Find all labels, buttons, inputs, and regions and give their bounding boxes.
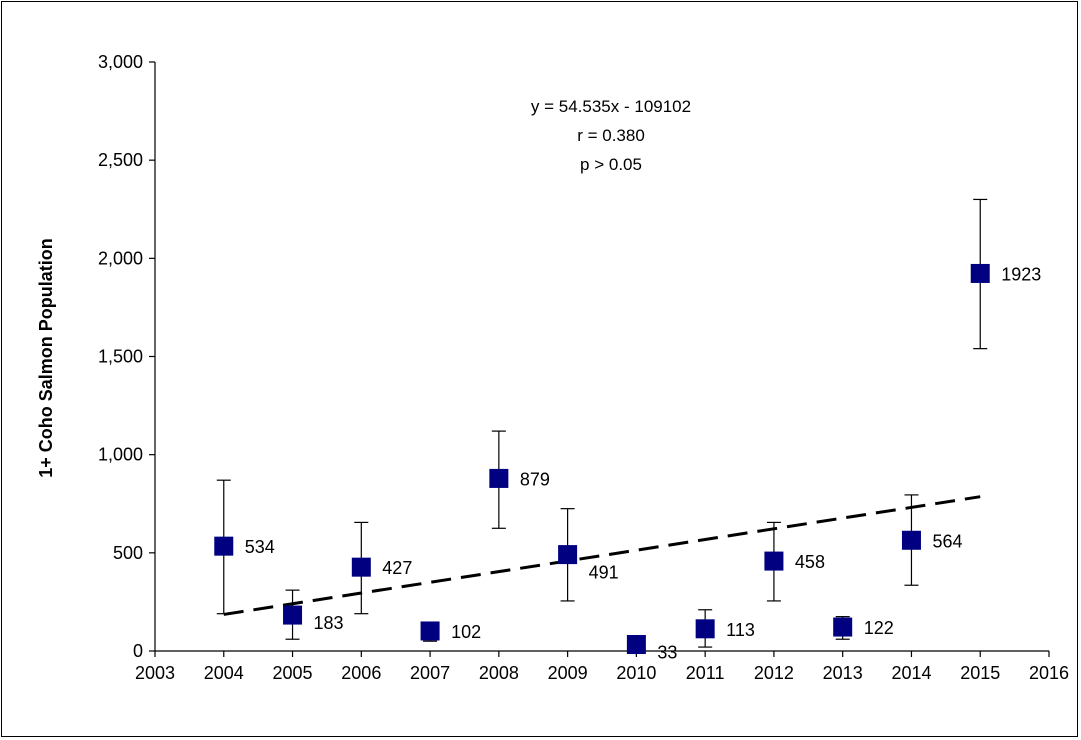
x-tick-label: 2008 (479, 663, 519, 683)
axes: 0 500 1,000 1,500 2,000 2,500 3,000 2003 2004 200… (98, 52, 1069, 683)
x-tick-label: 2003 (135, 663, 175, 683)
trendline (223, 495, 981, 616)
error-bars (216, 198, 988, 652)
equation-line: y = 54.535x - 109102 (531, 97, 691, 116)
data-markers (214, 263, 990, 655)
data-point-label: 113 (726, 620, 755, 640)
y-tick-label: 3,000 (98, 52, 143, 72)
data-point-marker (901, 530, 921, 550)
data-labels: 534 183 427 102 879 491 33 113 458 122 564 1923 (245, 264, 1042, 662)
data-point-label: 1923 (1001, 264, 1041, 284)
data-point-label: 879 (520, 469, 550, 489)
data-point-label: 183 (314, 613, 344, 633)
x-tick-label: 2011 (686, 663, 725, 683)
x-tick-label: 2015 (960, 663, 1000, 683)
data-point-marker (695, 619, 715, 639)
y-tick-label: 2,500 (98, 150, 143, 170)
y-tick-label: 1,000 (98, 445, 143, 465)
x-tick-label: 2013 (823, 663, 863, 683)
p-value-line: p > 0.05 (580, 155, 642, 174)
y-tick-label: 500 (113, 543, 143, 563)
data-point-label: 564 (932, 531, 962, 551)
data-point-label: 458 (795, 552, 825, 572)
x-tick-label: 2014 (891, 663, 931, 683)
trendline-group (223, 495, 981, 616)
data-point-marker (558, 545, 578, 565)
data-point-label: 534 (245, 537, 275, 557)
data-point-marker (833, 617, 853, 637)
data-point-label: 102 (451, 622, 481, 642)
data-point-label: 122 (864, 618, 894, 638)
data-point-marker (351, 557, 371, 577)
regression-annotation: y = 54.535x - 109102 r = 0.380 p > 0.05 (531, 97, 691, 174)
y-tick-label: 2,000 (98, 248, 143, 268)
x-tick-label: 2010 (616, 663, 656, 683)
data-point-marker (626, 635, 646, 655)
y-tick-label: 1,500 (98, 347, 143, 367)
data-point-label: 427 (382, 558, 412, 578)
x-tick-label: 2016 (1029, 663, 1069, 683)
data-point-marker (489, 468, 509, 488)
data-point-label: 33 (657, 643, 677, 663)
x-tick-label: 2009 (548, 663, 588, 683)
data-point-marker (420, 621, 440, 641)
x-tick-label: 2004 (204, 663, 244, 683)
y-axis-label: 1+ Coho Salmon Population (36, 238, 56, 478)
r-value-line: r = 0.380 (577, 126, 645, 145)
y-tick-label: 0 (133, 641, 143, 661)
data-point-marker (214, 536, 234, 556)
data-point-marker (283, 605, 303, 625)
data-point-marker (970, 263, 990, 283)
data-point-marker (764, 551, 784, 571)
x-tick-label: 2007 (410, 663, 450, 683)
data-point-label: 491 (589, 563, 619, 583)
x-tick-label: 2012 (754, 663, 794, 683)
x-tick-label: 2006 (341, 663, 381, 683)
x-tick-label: 2005 (273, 663, 313, 683)
